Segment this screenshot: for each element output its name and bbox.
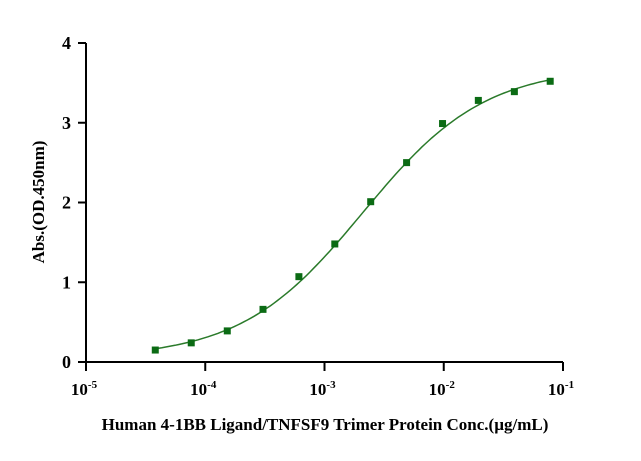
x-tick-label: 10-3: [309, 379, 336, 399]
y-tick-label: 0: [62, 352, 71, 372]
y-axis-label: Abs.(OD.450nm): [29, 141, 48, 264]
data-point: [367, 198, 375, 206]
data-point: [331, 240, 339, 248]
data-point: [403, 159, 411, 167]
y-tick-label: 4: [62, 33, 71, 53]
y-tick-label: 3: [62, 113, 71, 133]
data-point: [223, 327, 231, 335]
x-axis-label: Human 4-1BB Ligand/TNFSF9 Trimer Protein…: [102, 415, 549, 434]
data-point: [259, 305, 267, 313]
x-tick-label: 10-5: [71, 379, 98, 399]
data-point: [295, 273, 303, 281]
y-tick-label: 2: [62, 193, 71, 213]
axes: 10-5 10-4 10-3 10-2 10-1 0 1 2 3 4: [62, 33, 574, 399]
data-point: [187, 339, 195, 347]
data-point: [439, 120, 447, 128]
data-point: [151, 346, 159, 354]
data-point: [546, 77, 554, 85]
data-point: [510, 88, 518, 96]
data-point: [474, 96, 482, 104]
x-tick-label: 10-2: [429, 379, 456, 399]
fit-curve: [155, 79, 551, 350]
x-tick-label: 10-4: [190, 379, 217, 399]
data-points: [151, 77, 554, 354]
y-tick-label: 1: [62, 272, 71, 292]
x-tick-label: 10-1: [548, 379, 574, 399]
